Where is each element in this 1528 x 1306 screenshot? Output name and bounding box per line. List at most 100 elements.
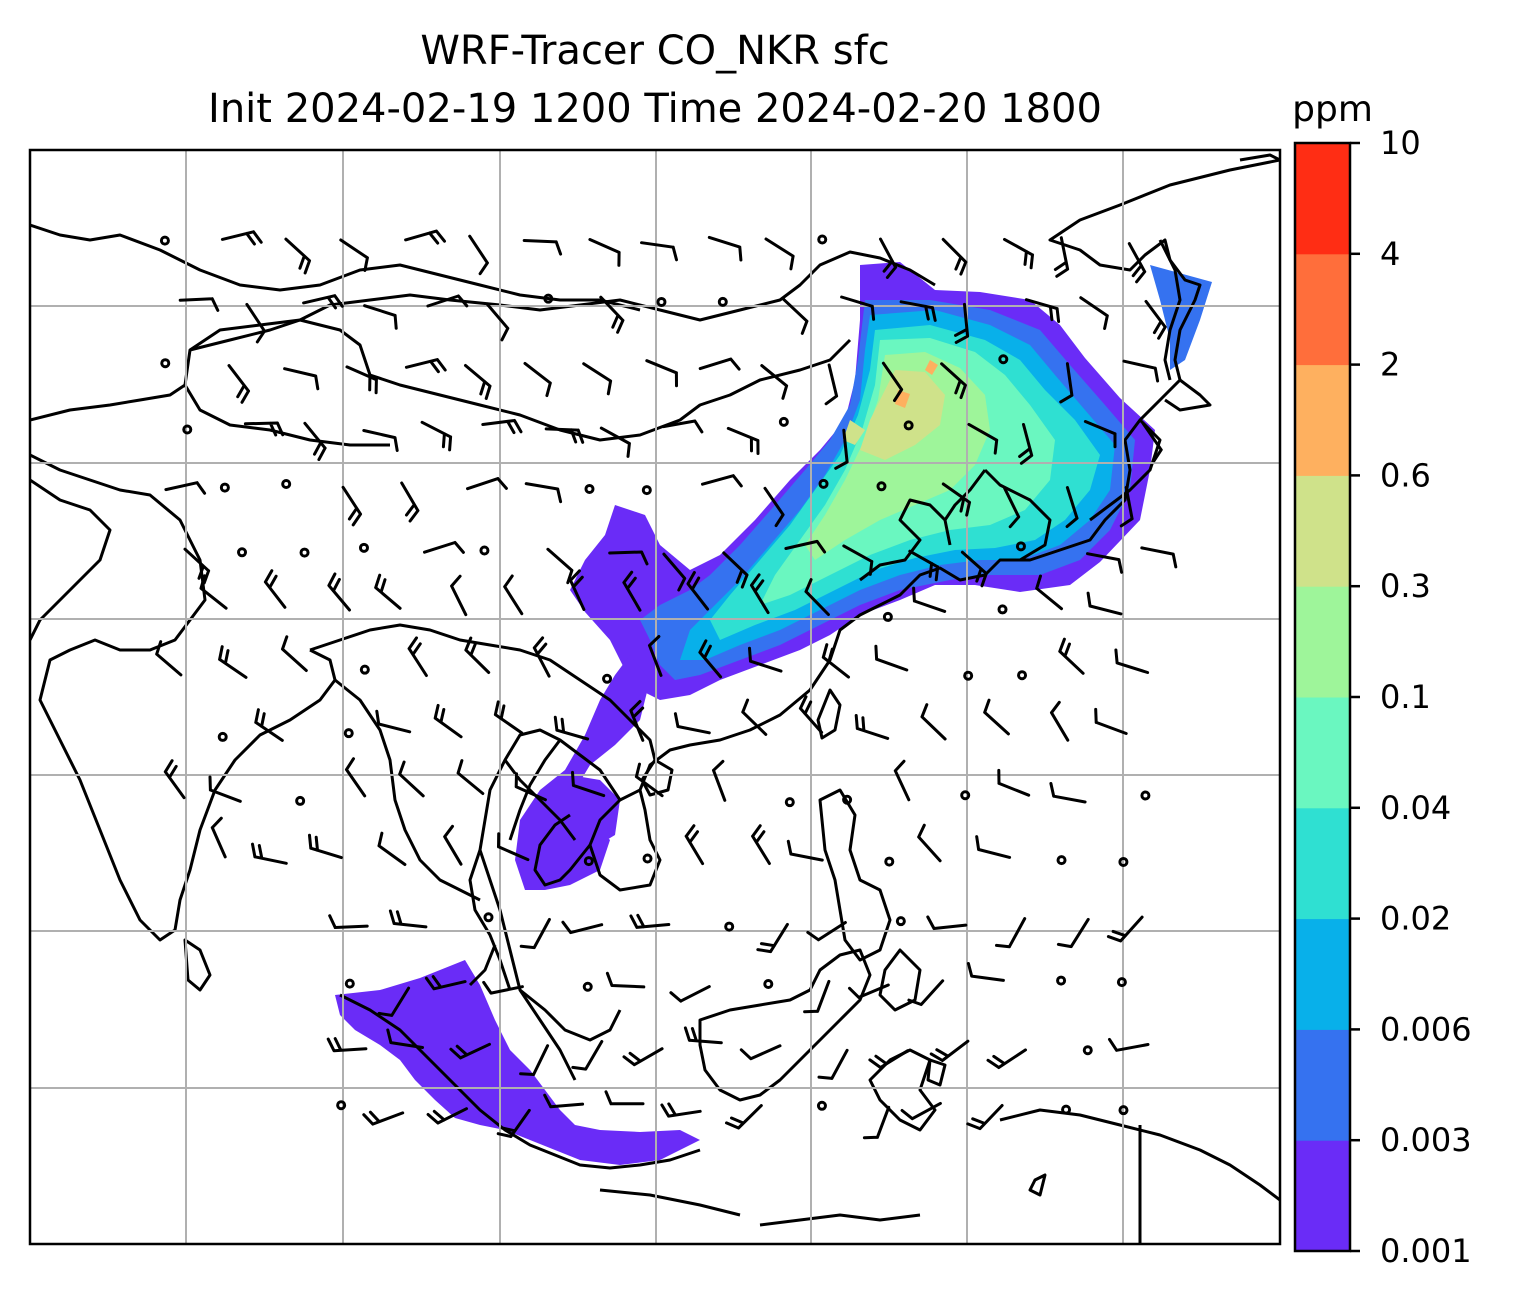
- wind-barb: [456, 759, 485, 795]
- wind-barb: [398, 760, 425, 798]
- colorbar-tick-label: 0.04: [1380, 789, 1451, 827]
- wind-barb: [503, 574, 524, 616]
- wind-barb: [1141, 421, 1163, 463]
- wind-barb: [263, 569, 287, 609]
- wind-barb: [388, 909, 428, 929]
- wind-barb: [363, 304, 398, 330]
- wind-barb: [582, 362, 613, 396]
- wind-barb: [997, 768, 1031, 797]
- calm-wind-circle: [960, 790, 971, 801]
- colorbar-bin: [1295, 918, 1350, 1030]
- wind-barb: [243, 421, 285, 437]
- wind-barb: [377, 831, 407, 866]
- wind-barb: [283, 367, 320, 391]
- calm-wind-circle: [963, 670, 974, 681]
- calm-wind-circle: [842, 794, 853, 805]
- colorbar-bin: [1295, 143, 1350, 255]
- calm-wind-circle: [884, 856, 895, 867]
- calm-wind-circle: [583, 856, 594, 867]
- calm-wind-circle: [582, 981, 593, 992]
- wind-barb: [493, 700, 524, 735]
- wind-barb: [481, 419, 523, 435]
- wind-barb: [1114, 648, 1150, 674]
- wind-barb: [917, 823, 942, 863]
- wind-barb: [686, 571, 710, 611]
- wind-barb: [532, 636, 551, 678]
- wind-barb: [751, 824, 771, 865]
- map-title: WRF-Tracer CO_NKR sfc: [420, 28, 890, 74]
- wind-barb: [983, 698, 1010, 736]
- wind-barb: [707, 235, 743, 262]
- calm-wind-circle: [543, 293, 554, 304]
- wind-barb: [210, 816, 227, 859]
- map-frame: [28, 148, 1282, 1246]
- colorbar-tick-label: 0.02: [1380, 900, 1451, 938]
- wind-barb: [912, 586, 947, 613]
- wind-barb: [673, 712, 711, 735]
- wind-barb: [929, 1039, 970, 1062]
- calm-wind-circle: [281, 478, 292, 489]
- wind-barb: [648, 635, 663, 677]
- calm-wind-circle: [641, 485, 652, 496]
- wind-barb: [995, 917, 1027, 949]
- wind-barb: [404, 358, 447, 374]
- wind-barb: [553, 715, 590, 741]
- calm-wind-circle: [295, 795, 306, 806]
- colorbar-tick-label: 0.3: [1380, 567, 1431, 605]
- calm-wind-circle: [479, 545, 490, 556]
- wind-barb: [571, 770, 606, 798]
- gridlines: [30, 150, 1280, 1244]
- wind-barb: [569, 569, 586, 611]
- wind-barb: [604, 1090, 645, 1106]
- wind-barb: [726, 426, 760, 455]
- wind-barb: [1065, 486, 1079, 528]
- calm-wind-circle: [1056, 975, 1067, 986]
- wind-barb: [1119, 485, 1134, 528]
- wind-barb: [523, 361, 552, 398]
- calm-wind-circle: [299, 547, 310, 558]
- wind-barb: [303, 421, 327, 462]
- wind-barb: [622, 1047, 664, 1067]
- calm-wind-circle: [1116, 977, 1127, 988]
- calm-wind-circle: [784, 797, 795, 808]
- wind-barb: [514, 772, 547, 802]
- calm-wind-circle: [882, 611, 893, 622]
- wind-barb: [426, 294, 469, 308]
- wind-barb: [464, 364, 492, 400]
- wind-barb: [786, 839, 824, 862]
- wind-barb: [907, 979, 945, 1006]
- wind-barb: [199, 574, 228, 610]
- calm-wind-circle: [895, 916, 906, 927]
- wind-barb: [466, 477, 508, 491]
- calm-wind-circle: [1017, 670, 1028, 681]
- wind-barb: [218, 645, 248, 679]
- wind-barb: [599, 295, 625, 334]
- calm-wind-circle: [359, 664, 370, 675]
- colorbar-bin: [1295, 807, 1350, 920]
- wind-barb: [975, 835, 1012, 859]
- wind-barb: [522, 239, 563, 256]
- wind-barb: [941, 482, 971, 517]
- wind-barb: [326, 1037, 368, 1053]
- colorbar-bin: [1295, 1140, 1350, 1252]
- wind-barb: [798, 695, 824, 734]
- wind-barb: [605, 971, 646, 989]
- wind-barb: [986, 1048, 1027, 1069]
- colorbar-tick-label: 4: [1380, 235, 1400, 273]
- wind-barb: [284, 237, 311, 275]
- calm-wind-circle: [160, 358, 171, 369]
- wind-barb: [662, 552, 687, 592]
- calm-wind-circle: [998, 354, 1009, 365]
- calm-wind-circle: [656, 296, 667, 307]
- wind-barb: [750, 573, 770, 615]
- colorbar-bin: [1295, 1029, 1350, 1141]
- wind-barb: [1086, 591, 1123, 616]
- calm-wind-circle: [816, 1100, 827, 1111]
- wind-barb: [546, 547, 574, 585]
- wind-barb: [893, 759, 911, 802]
- wind-barb: [640, 241, 678, 262]
- calm-wind-circle: [159, 235, 170, 246]
- wind-barb: [163, 759, 186, 800]
- wind-barb: [400, 481, 420, 523]
